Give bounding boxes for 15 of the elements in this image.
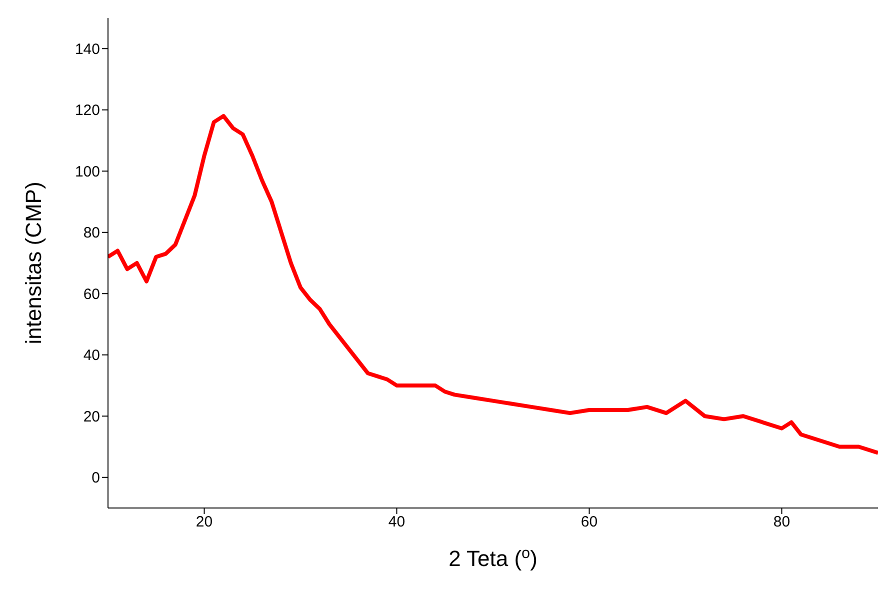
line-series	[108, 114, 878, 455]
y-tick-label: 20	[83, 408, 100, 426]
y-axis-title: intensitas (CMP)	[20, 182, 46, 344]
x-tick-label: 80	[773, 514, 790, 531]
x-tick-label: 60	[580, 514, 598, 531]
y-tick-label: 0	[92, 470, 100, 487]
x-axis-title: 2 Teta ($^{o}$)	[448, 544, 538, 571]
y-tick-label: 100	[74, 163, 100, 180]
x-tick-label: 20	[196, 514, 213, 531]
x-tick-label: 40	[388, 514, 406, 531]
y-tick-label: 140	[74, 40, 100, 58]
y-tick-label: 40	[83, 347, 100, 364]
y-tick-label: 120	[74, 102, 100, 120]
y-tick-label: 80	[83, 224, 100, 242]
y-tick-label: 60	[83, 286, 100, 303]
